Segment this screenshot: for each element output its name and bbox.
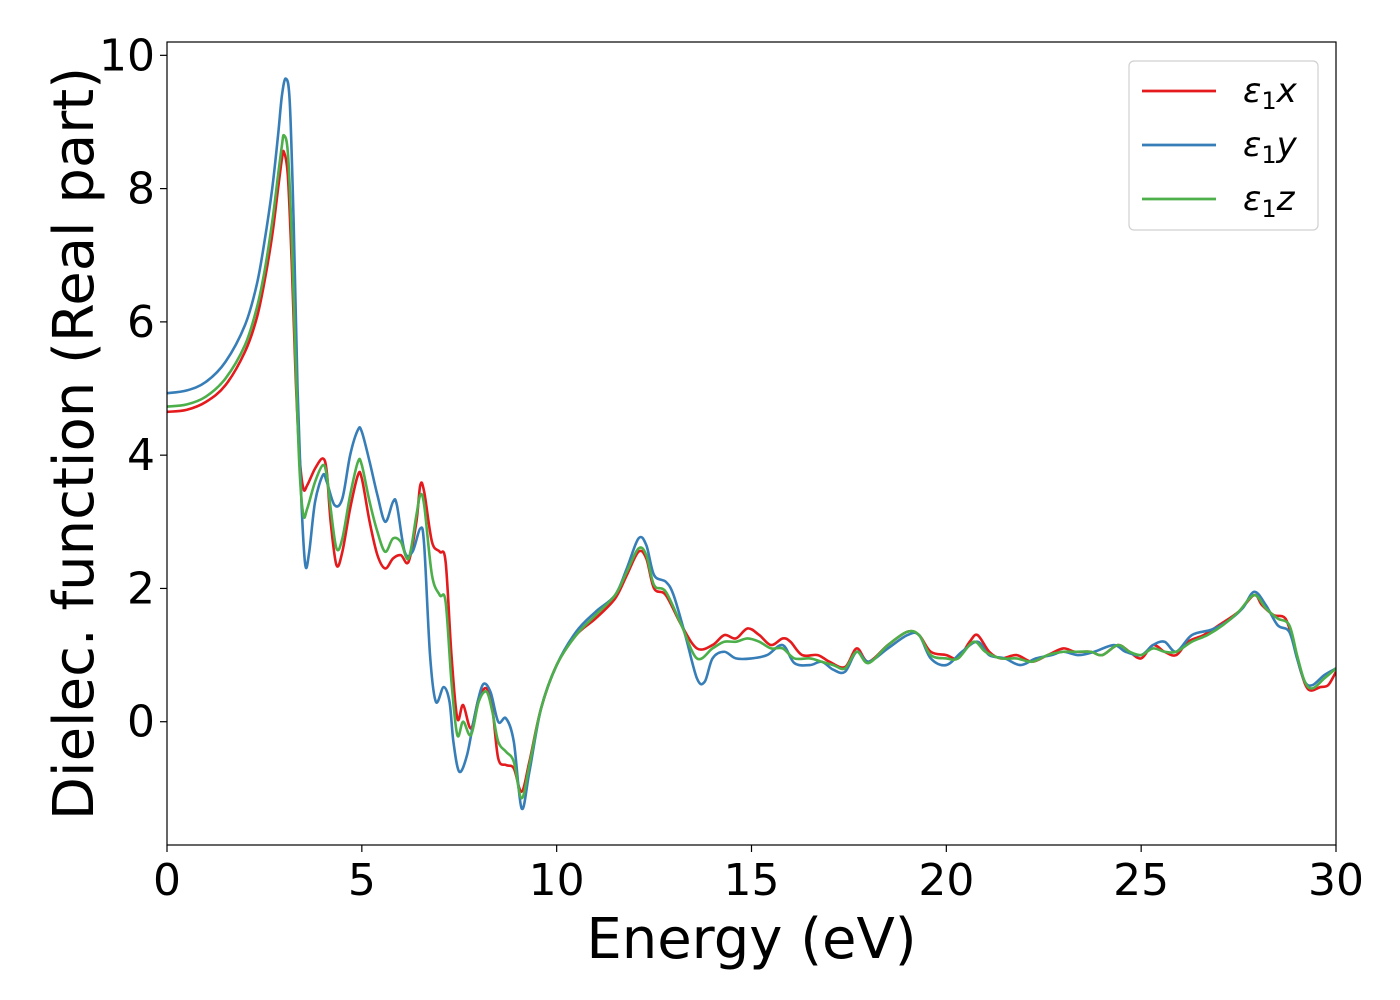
legend-label-axis: y xyxy=(1276,125,1298,165)
x-tick-label: 20 xyxy=(918,855,974,906)
x-tick-label: 30 xyxy=(1308,855,1364,906)
x-axis-title: Energy (eV) xyxy=(586,907,916,972)
legend-label-main: ε xyxy=(1243,71,1261,111)
x-tick-label: 0 xyxy=(153,855,181,906)
legend-label-sub: 1 xyxy=(1261,87,1276,115)
axis-ticks: 0 5 10 15 20 25 30 0 2 4 6 8 10 xyxy=(99,30,1364,906)
y-tick-label: 10 xyxy=(99,30,155,81)
legend-label-z: ε1z xyxy=(1243,179,1296,223)
legend-box xyxy=(1128,60,1319,231)
series-line-x xyxy=(167,149,1336,793)
x-tick-label: 15 xyxy=(724,855,780,906)
x-tick-label: 25 xyxy=(1113,855,1169,906)
plot-frame xyxy=(166,41,1337,846)
legend-label-main: ε xyxy=(1243,179,1261,219)
y-tick-label: 6 xyxy=(127,297,155,348)
x-tick-label: 5 xyxy=(348,855,376,906)
legend-label-main: ε xyxy=(1243,125,1261,165)
legend-label-y: ε1y xyxy=(1243,125,1298,169)
y-axis-title: Dielec. function (Real part) xyxy=(42,67,107,820)
y-tick-label: 8 xyxy=(127,164,155,215)
x-tick-label: 10 xyxy=(529,855,585,906)
legend-label-sub: 1 xyxy=(1261,141,1276,169)
legend-label-x: ε1x xyxy=(1243,71,1298,115)
y-tick-label: 2 xyxy=(127,563,155,614)
series-lines xyxy=(167,77,1336,811)
series-line-z xyxy=(167,133,1336,800)
legend-label-axis: x xyxy=(1276,71,1298,111)
y-tick-label: 4 xyxy=(127,430,155,481)
legend-label-axis: z xyxy=(1276,179,1296,219)
legend-label-sub: 1 xyxy=(1261,195,1276,223)
y-tick-label: 0 xyxy=(127,697,155,748)
